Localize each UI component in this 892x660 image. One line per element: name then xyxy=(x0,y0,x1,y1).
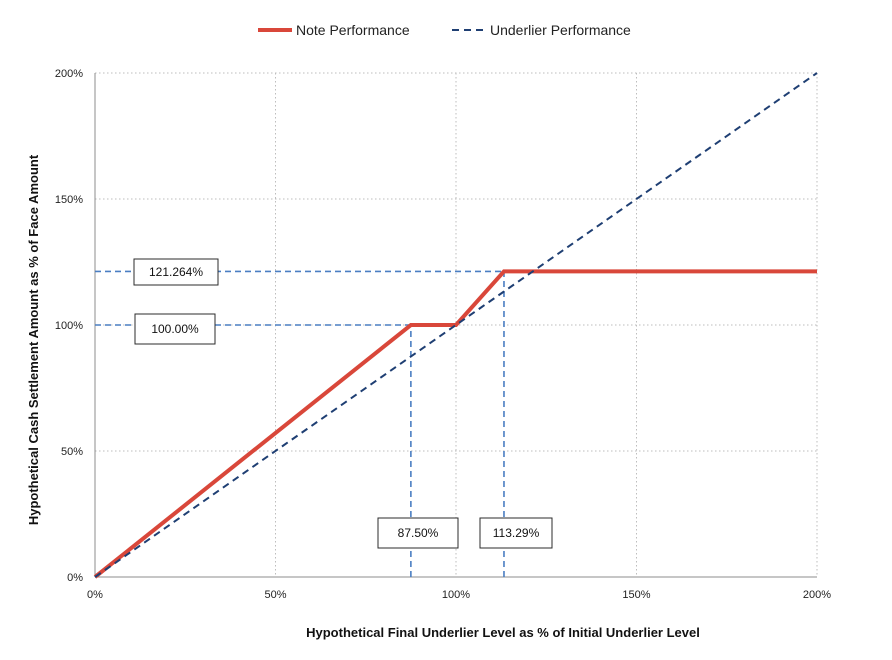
annotation-box xyxy=(134,313,216,345)
y-tick-label: 150% xyxy=(55,194,83,206)
y-axis-title: Hypothetical Cash Settlement Amount as %… xyxy=(26,154,41,525)
y-tick-label: 200% xyxy=(55,68,83,80)
annotation-box xyxy=(377,517,459,549)
annotation-callout: 121.264% xyxy=(133,258,219,286)
legend-label: Underlier Performance xyxy=(490,22,631,38)
x-tick-label: 100% xyxy=(442,589,470,601)
x-tick-label: 50% xyxy=(264,589,286,601)
annotation-callout: 87.50% xyxy=(377,517,459,549)
annotation-callouts: 121.264% 100.00% 87.50% 113.29% xyxy=(133,258,553,549)
series-line-note-performance xyxy=(93,269,817,579)
x-tick-label: 200% xyxy=(803,589,831,601)
annotation-callout: 100.00% xyxy=(134,313,216,345)
y-tick-label: 50% xyxy=(61,446,83,458)
annotation-callout: 113.29% xyxy=(479,517,553,549)
tick-labels: 0% 50% 100% 150% 200% 0% 50% 100% 150% 200% xyxy=(55,68,831,601)
series-lines xyxy=(93,72,818,579)
legend-label: Note Performance xyxy=(296,22,410,38)
annotation-box xyxy=(479,517,553,549)
annotation-box xyxy=(133,258,219,286)
annotation-label: 100.00% xyxy=(151,322,199,336)
x-tick-label: 0% xyxy=(87,589,103,601)
legend: Note Performance Underlier Performance xyxy=(258,22,631,38)
x-axis-title: Hypothetical Final Underlier Level as % … xyxy=(306,625,700,640)
annotation-label: 87.50% xyxy=(398,526,439,540)
series-line-underlier-performance xyxy=(94,72,818,578)
x-tick-label: 150% xyxy=(622,589,650,601)
y-tick-label: 0% xyxy=(67,572,83,584)
annotation-label: 121.264% xyxy=(149,265,203,279)
y-tick-label: 100% xyxy=(55,320,83,332)
annotation-label: 113.29% xyxy=(493,526,540,540)
